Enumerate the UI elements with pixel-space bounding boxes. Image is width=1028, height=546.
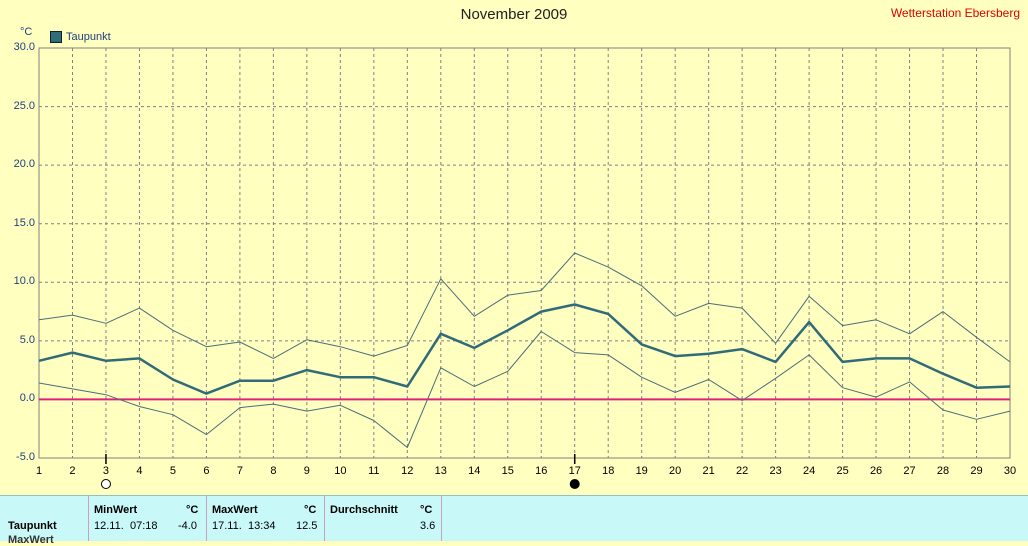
y-tick-label: 10.0 xyxy=(13,275,35,288)
moon-full-icon xyxy=(569,479,580,489)
chart-plot xyxy=(38,47,1011,489)
max-unit: °C xyxy=(304,504,317,516)
stats-separator xyxy=(441,496,442,541)
plot-frame xyxy=(38,47,1011,459)
max-value: 12.5 xyxy=(296,520,318,532)
y-tick-label: 20.0 xyxy=(13,158,35,171)
x-tick-label: 17 xyxy=(568,465,581,477)
x-tick-label: 27 xyxy=(903,465,916,477)
min-date: 12.11. xyxy=(94,520,124,532)
x-tick-label: 7 xyxy=(236,465,243,477)
x-tick-label: 8 xyxy=(270,465,277,477)
x-tick-label: 28 xyxy=(936,465,950,477)
x-tick-label: 20 xyxy=(669,465,682,477)
y-tick-label: 25.0 xyxy=(13,99,35,112)
x-tick-label: 12 xyxy=(401,465,414,477)
y-tick-label: 5.0 xyxy=(19,333,35,346)
x-tick-label: 26 xyxy=(869,465,883,477)
station-name: Wetterstation Ebersberg xyxy=(890,6,1020,20)
x-tick-label: 24 xyxy=(802,465,816,477)
min-time: 07:18 xyxy=(130,520,158,532)
max-date: 17.11. xyxy=(212,520,242,532)
x-tick-label: 19 xyxy=(635,465,648,477)
stats-panel: Taupunkt MaxWert MinWert °C 12.11. 07:18… xyxy=(0,495,1028,546)
x-tick-label: 9 xyxy=(303,465,310,477)
min-value: -4.0 xyxy=(178,520,197,532)
min-unit: °C xyxy=(186,504,199,516)
x-tick-label: 14 xyxy=(468,465,481,477)
x-tick-label: 4 xyxy=(136,465,143,477)
x-tick-label: 16 xyxy=(535,465,548,477)
y-unit-label: °C xyxy=(20,26,33,38)
avg-header: Durchschnitt xyxy=(330,504,398,516)
x-tick-label: 15 xyxy=(501,465,514,477)
y-tick-label: 15.0 xyxy=(13,216,35,229)
series-line-max xyxy=(38,252,1011,363)
y-tick-label: 30.0 xyxy=(13,41,35,53)
x-tick-label: 11 xyxy=(368,465,380,477)
chart-title: November 2009 xyxy=(460,6,568,23)
x-tick-label: 23 xyxy=(769,465,782,477)
x-tick-label: 10 xyxy=(334,465,347,477)
legend-label: Taupunkt xyxy=(66,31,111,43)
avg-unit: °C xyxy=(420,504,433,516)
stats-separator xyxy=(88,496,89,541)
x-tick-label: 18 xyxy=(602,465,615,477)
series-line-mean xyxy=(38,303,1011,395)
max-time: 13:34 xyxy=(248,520,276,532)
stats-separator xyxy=(206,496,207,541)
stats-row-label: Taupunkt xyxy=(8,520,57,532)
x-tick-label: 30 xyxy=(1003,465,1017,477)
x-tick-label: 21 xyxy=(702,465,715,477)
x-tick-label: 6 xyxy=(203,465,210,477)
moon-first-quarter-icon xyxy=(100,479,111,489)
x-tick-label: 29 xyxy=(970,465,983,477)
avg-value: 3.6 xyxy=(420,520,436,532)
min-header: MinWert xyxy=(94,504,138,516)
series-line-min xyxy=(38,331,1011,448)
legend-swatch xyxy=(50,31,62,43)
max-header: MaxWert xyxy=(212,504,258,516)
y-tick-label: 0.0 xyxy=(19,392,35,405)
x-tick-label: 5 xyxy=(169,465,176,477)
x-tick-label: 3 xyxy=(102,465,110,477)
stats-separator xyxy=(324,496,325,541)
y-tick-label: -5.0 xyxy=(16,451,35,463)
x-tick-label: 25 xyxy=(836,465,849,477)
x-tick-label: 2 xyxy=(69,465,76,477)
x-tick-label: 1 xyxy=(35,465,43,477)
stats-row2-label: MaxWert xyxy=(8,534,54,546)
legend: Taupunkt xyxy=(50,31,111,43)
x-tick-label: 13 xyxy=(434,465,447,477)
x-tick-label: 22 xyxy=(736,465,749,477)
